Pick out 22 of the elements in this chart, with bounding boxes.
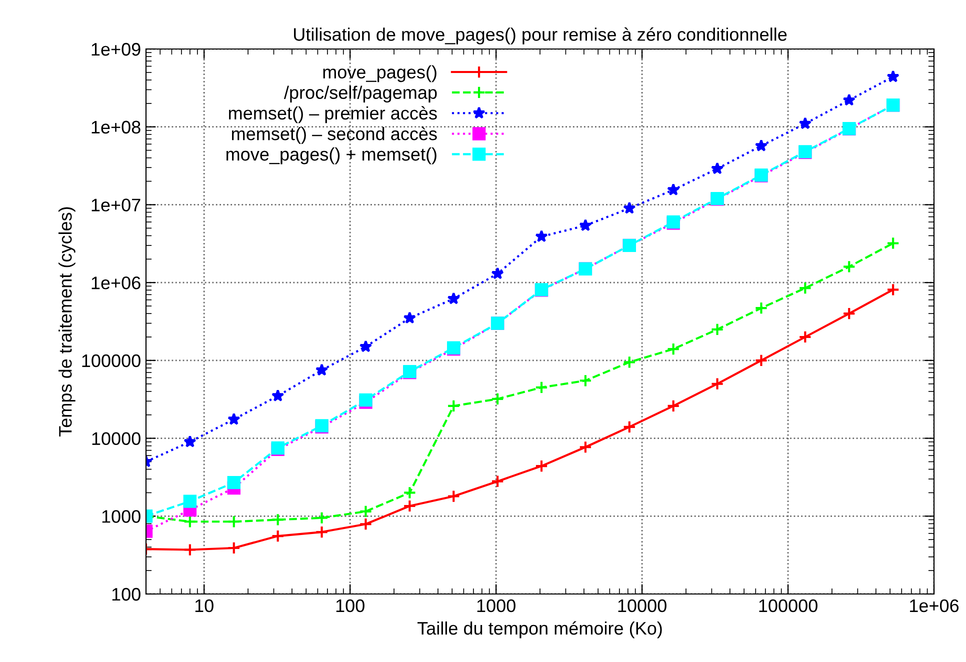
- legend-label: move_pages(): [323, 65, 436, 82]
- y-tick-label: 1e+07: [92, 198, 140, 212]
- chart-title: Utilisation de move_pages() pour remise à zéro conditionnelle: [294, 27, 787, 44]
- legend-label: memset() – second accès: [232, 126, 437, 144]
- x-tick-label: 100: [336, 599, 364, 612]
- y-tick-label: 1000: [102, 510, 140, 523]
- x-tick-label: 1000: [477, 599, 516, 612]
- x-axis-title: Taille du tempon mémoire (Ko): [417, 621, 662, 638]
- y-tick-label: 100000: [82, 354, 140, 368]
- y-tick-label: 1e+06: [92, 276, 140, 290]
- x-tick-label: 1e+06: [910, 599, 959, 612]
- y-tick-label: 1e+08: [92, 120, 140, 134]
- x-tick-label: 10000: [618, 599, 666, 612]
- legend-label: memset() – premier accès: [229, 106, 437, 124]
- x-tick-label: 100000: [759, 599, 818, 612]
- y-tick-label: 100: [112, 588, 140, 601]
- y-tick-label: 10000: [92, 432, 140, 446]
- legend-label: /proc/self/pagemap: [284, 86, 437, 103]
- y-tick-label: 1e+09: [92, 42, 140, 56]
- legend-label: move_pages() + memset(): [226, 147, 436, 164]
- y-axis-title: Temps de traitement (cycles): [58, 207, 76, 436]
- x-tick-label: 10: [195, 599, 214, 612]
